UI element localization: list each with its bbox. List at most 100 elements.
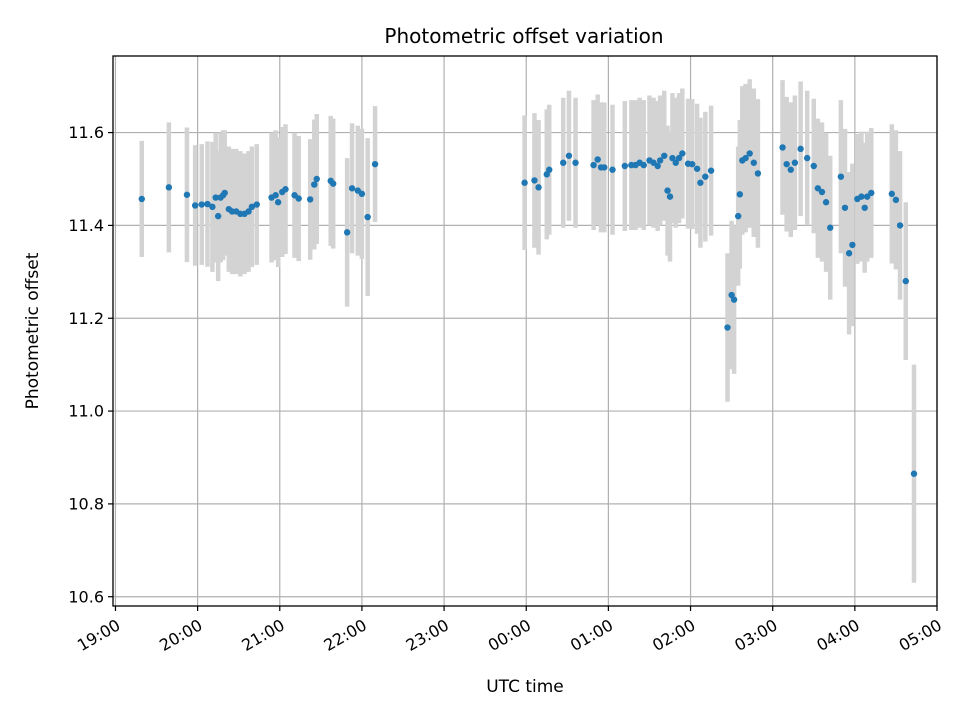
data-point <box>746 150 753 157</box>
data-point <box>902 277 909 285</box>
data-point <box>165 184 173 191</box>
data-point <box>204 200 211 208</box>
data-point <box>594 156 601 163</box>
data-point <box>750 159 757 166</box>
y-tick-label: 10.6 <box>68 587 104 606</box>
data-point <box>274 199 282 206</box>
data-point <box>896 222 904 229</box>
y-tick-label: 11.6 <box>68 123 104 142</box>
data-point <box>666 193 674 200</box>
x-axis-label: UTC time <box>486 677 564 697</box>
data-point <box>371 160 379 168</box>
y-tick-label: 11.2 <box>68 309 104 328</box>
data-point <box>572 159 579 166</box>
data-point <box>183 191 191 198</box>
y-tick-label: 11.4 <box>68 216 104 235</box>
data-point <box>803 154 811 162</box>
data-point <box>198 201 205 208</box>
data-point <box>837 173 845 180</box>
x-axis-ticks: 19:00 20:00 21:00 22:00 23:00 00:00 01:00 02:00… <box>74 606 945 655</box>
y-tick-label: 10.8 <box>68 494 104 513</box>
data-point <box>329 180 337 187</box>
data-point <box>535 184 542 191</box>
data-point <box>707 167 715 174</box>
data-point <box>621 162 629 170</box>
y-axis-ticks: 10.6 10.8 11.0 11.2 11.4 11.6 <box>68 123 113 606</box>
data-point <box>814 185 822 192</box>
x-tick-label: 03:00 <box>731 615 780 655</box>
data-point <box>654 162 661 170</box>
data-point <box>693 165 701 172</box>
data-point <box>212 194 219 201</box>
data-point <box>191 202 199 209</box>
data-point <box>797 145 804 153</box>
data-point <box>730 296 738 303</box>
data-point <box>779 144 786 151</box>
error-bars <box>139 79 917 583</box>
data-point <box>214 212 222 220</box>
data-point <box>822 199 830 206</box>
chart-title: Photometric offset variation <box>384 24 663 48</box>
x-tick-label: 04:00 <box>813 615 862 655</box>
data-point <box>209 203 216 211</box>
data-point <box>656 157 664 164</box>
data-point <box>791 159 799 166</box>
data-point <box>601 164 608 171</box>
data-point <box>664 187 671 194</box>
data-point <box>849 241 856 249</box>
data-point <box>736 191 744 198</box>
data-point <box>863 193 871 200</box>
x-tick-label: 01:00 <box>567 615 616 655</box>
data-point <box>742 154 749 162</box>
data-point <box>697 179 704 186</box>
y-axis-label: Photometric offset <box>23 252 43 409</box>
data-point <box>679 150 686 157</box>
data-point <box>565 152 573 159</box>
data-point <box>861 204 868 211</box>
data-point <box>282 186 289 193</box>
data-point <box>702 173 709 180</box>
data-point <box>841 204 849 211</box>
data-point <box>306 196 314 203</box>
data-point <box>892 196 900 204</box>
data-point <box>640 161 647 169</box>
data-point <box>311 181 318 188</box>
data-point <box>661 152 668 159</box>
data-point <box>253 201 260 208</box>
data-point <box>845 250 853 257</box>
data-point <box>609 166 616 173</box>
data-point <box>818 188 826 196</box>
data-point <box>248 203 256 211</box>
data-point <box>358 190 366 198</box>
x-tick-label: 05:00 <box>896 615 945 655</box>
plot-frame <box>112 55 938 607</box>
data-point <box>734 212 742 220</box>
data-point <box>783 160 790 168</box>
data-point <box>787 166 794 173</box>
data-point <box>348 185 356 192</box>
data-point <box>560 159 567 166</box>
data-point <box>138 195 145 203</box>
data-point <box>868 189 875 197</box>
data-point <box>590 161 597 169</box>
data-point <box>343 229 351 236</box>
x-tick-label: 02:00 <box>649 615 698 655</box>
data-point <box>313 175 320 183</box>
x-tick-label: 22:00 <box>320 615 369 655</box>
data-point <box>858 193 865 200</box>
x-tick-label: 19:00 <box>74 615 123 655</box>
data-point <box>272 192 279 199</box>
data-point <box>675 154 683 162</box>
data-point <box>688 160 696 168</box>
x-tick-label: 23:00 <box>403 615 452 655</box>
x-tick-label: 20:00 <box>156 615 205 655</box>
data-point <box>295 195 302 202</box>
x-tick-label: 21:00 <box>238 615 287 655</box>
data-point <box>910 470 918 477</box>
data-point <box>724 324 731 331</box>
data-point <box>531 177 538 184</box>
data-point <box>364 213 371 221</box>
data-point <box>245 208 252 215</box>
data-point <box>672 159 679 166</box>
